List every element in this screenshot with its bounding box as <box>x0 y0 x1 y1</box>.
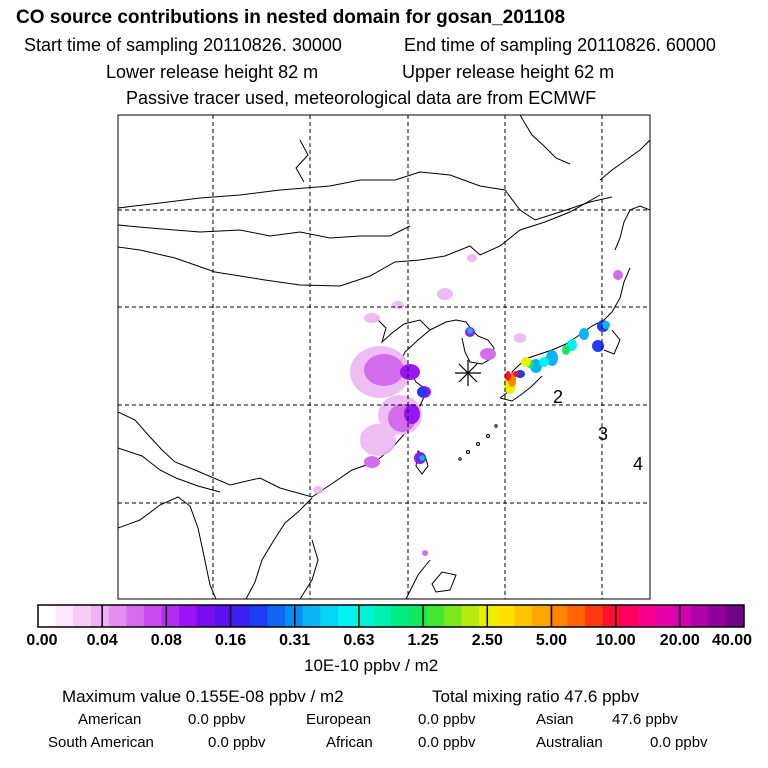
map-marker-2: 2 <box>553 387 563 407</box>
colorbar-cell <box>532 605 551 627</box>
colorbar-cell <box>55 605 74 627</box>
colorbar-cell <box>514 605 533 627</box>
colorbar-cell <box>691 605 710 627</box>
colorbar-cell <box>585 605 604 627</box>
colorbar-cell <box>196 605 215 627</box>
colorbar-cell <box>567 605 586 627</box>
colorbar-tick-label: 1.25 <box>407 632 439 649</box>
colorbar-cell <box>443 605 463 627</box>
colorbar-tick-label: 2.50 <box>471 632 503 649</box>
asian-value: 47.6 ppbv <box>612 711 678 728</box>
australian-label: Australian <box>536 734 603 751</box>
colorbar-cell <box>620 605 639 627</box>
colorbar-cell <box>73 605 92 627</box>
map-marker-4: 4 <box>633 454 643 474</box>
colorbar-cell <box>232 605 251 627</box>
colorbar-tick-label: 0.31 <box>279 632 311 649</box>
american-value: 0.0 ppbv <box>188 711 246 728</box>
map-marker-3: 3 <box>598 424 608 444</box>
colorbar-cell <box>214 605 233 627</box>
colorbar-cell <box>408 605 427 627</box>
colorbar-cell <box>179 605 198 627</box>
colorbar-tick-label: 5.00 <box>535 632 568 649</box>
colorbar-tick-label: 40.00 <box>711 632 753 649</box>
graticule <box>118 115 650 599</box>
south-american-value: 0.0 ppbv <box>208 734 266 751</box>
lower-release-height-label: Lower release height 82 m <box>106 62 319 82</box>
colorbar-cell <box>108 605 127 627</box>
colorbar-cell <box>391 605 410 627</box>
colorbar-tick-label: 0.63 <box>343 632 375 649</box>
colorbar-cell <box>549 605 568 627</box>
colorbar-cell <box>726 605 745 627</box>
african-value: 0.0 ppbv <box>418 734 476 751</box>
asian-label: Asian <box>536 711 574 728</box>
colorbar-cell <box>602 605 621 627</box>
colorbar-cell <box>338 605 357 627</box>
colorbar-cell <box>708 605 727 627</box>
colorbar-cell <box>267 605 286 627</box>
map-title: CO source contributions in nested domain… <box>16 7 566 28</box>
start-time-label: Start time of sampling 20110826. 30000 <box>24 35 342 55</box>
colorbar-unit-label: 10E-10 ppbv / m2 <box>304 656 439 675</box>
colorbar-cell <box>249 605 268 627</box>
colorbar-cell <box>126 605 145 627</box>
colorbar-cell <box>320 605 339 627</box>
receptor-star-icon <box>455 360 481 386</box>
colorbar-cell <box>38 605 57 627</box>
european-label: European <box>306 711 372 728</box>
colorbar-cell <box>655 605 674 627</box>
tracer-info-label: Passive tracer used, meteorological data… <box>126 88 597 108</box>
upper-release-height-label: Upper release height 62 m <box>402 62 615 82</box>
colorbar-cell <box>161 605 180 627</box>
map-frame <box>117 114 651 600</box>
colorbar-cell <box>479 605 498 627</box>
colorbar-cell <box>302 605 321 627</box>
american-label: American <box>78 711 142 728</box>
colorbar-cell <box>90 605 110 627</box>
colorbar-tick-label: 0.08 <box>150 632 182 649</box>
colorbar-tick-label: 10.00 <box>595 632 636 649</box>
maximum-value-label: Maximum value 0.155E-08 ppbv / m2 <box>62 687 344 706</box>
colorbar-cell <box>638 605 657 627</box>
south-american-label: South American <box>48 734 154 751</box>
colorbar-tick-label: 20.00 <box>659 632 700 649</box>
total-mixing-ratio-label: Total mixing ratio 47.6 ppbv <box>432 687 639 706</box>
colorbar-tick-label: 0.00 <box>26 632 58 649</box>
african-label: African <box>326 734 373 751</box>
colorbar-cell <box>355 605 374 627</box>
colorbar-cell <box>496 605 516 627</box>
colorbar-tick-label: 0.04 <box>86 632 118 649</box>
colorbar-cell <box>143 605 163 627</box>
colorbar-cell <box>673 605 692 627</box>
colorbar-cell <box>461 605 480 627</box>
australian-value: 0.0 ppbv <box>650 734 708 751</box>
contribution-field <box>313 254 623 556</box>
end-time-label: End time of sampling 20110826. 60000 <box>404 35 716 55</box>
colorbar-cell <box>426 605 445 627</box>
colorbar-tick-label: 0.16 <box>214 632 247 649</box>
colorbar-cell <box>373 605 392 627</box>
european-value: 0.0 ppbv <box>418 711 476 728</box>
